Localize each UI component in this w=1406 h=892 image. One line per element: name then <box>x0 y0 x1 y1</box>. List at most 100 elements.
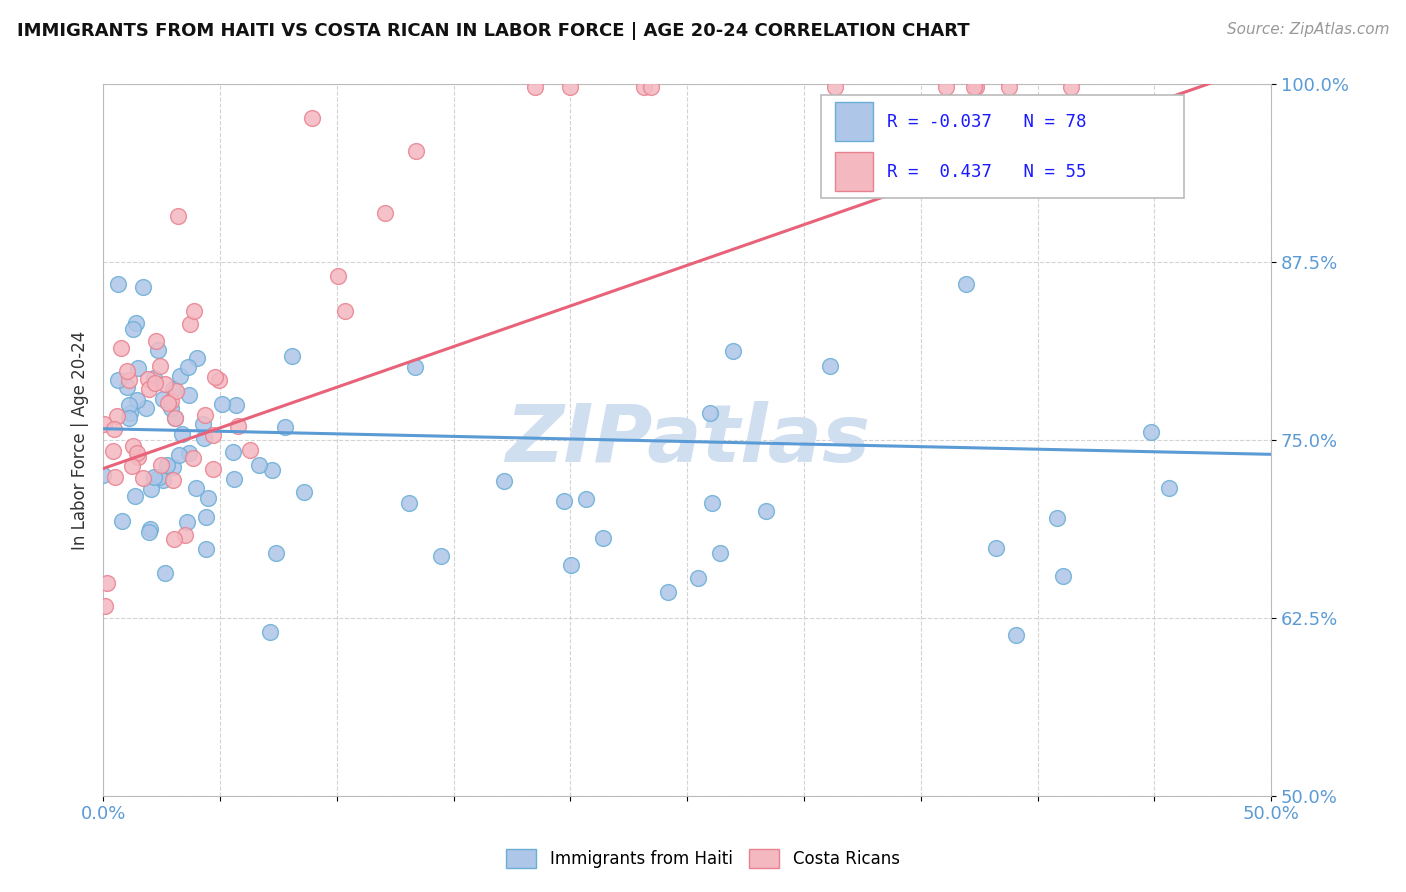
Point <box>193 431 215 445</box>
Point <box>111 514 134 528</box>
Point <box>955 277 977 291</box>
Point <box>125 445 148 459</box>
Text: R = -0.037   N = 78: R = -0.037 N = 78 <box>887 112 1087 131</box>
Point <box>153 376 176 391</box>
Point <box>280 350 302 364</box>
Point <box>688 571 710 585</box>
Point <box>721 344 744 359</box>
Point <box>266 545 288 559</box>
Point <box>139 482 162 496</box>
Point <box>157 395 180 409</box>
Point <box>143 376 166 391</box>
Point <box>127 360 149 375</box>
Point <box>149 359 172 373</box>
Point <box>167 448 190 462</box>
Point <box>107 373 129 387</box>
Point <box>553 494 575 508</box>
Point <box>135 401 157 416</box>
Point <box>208 373 231 387</box>
Point <box>127 450 149 464</box>
Point <box>709 546 731 560</box>
Point <box>118 398 141 412</box>
Point <box>142 470 165 484</box>
Point <box>131 279 153 293</box>
Point <box>429 549 451 564</box>
Point <box>191 417 214 432</box>
Point <box>984 541 1007 555</box>
Point <box>965 80 987 95</box>
Point <box>169 369 191 384</box>
Point <box>935 80 957 95</box>
Point <box>177 446 200 460</box>
Point <box>132 471 155 485</box>
Point <box>122 439 145 453</box>
Point <box>125 392 148 407</box>
Point <box>179 388 201 402</box>
Point <box>176 516 198 530</box>
Point <box>155 566 177 580</box>
Point <box>755 504 778 518</box>
Text: IMMIGRANTS FROM HAITI VS COSTA RICAN IN LABOR FORCE | AGE 20-24 CORRELATION CHAR: IMMIGRANTS FROM HAITI VS COSTA RICAN IN … <box>17 22 970 40</box>
Point <box>592 531 614 545</box>
Point <box>560 558 582 573</box>
Point <box>181 450 204 465</box>
Point <box>201 427 224 442</box>
Point <box>156 458 179 472</box>
Point <box>1045 511 1067 525</box>
Point <box>194 542 217 557</box>
Point <box>159 401 181 416</box>
Point <box>494 474 516 488</box>
Point <box>1004 628 1026 642</box>
Point <box>333 304 356 318</box>
Point <box>239 443 262 458</box>
Point <box>149 458 172 473</box>
Point <box>1052 569 1074 583</box>
Point <box>398 496 420 510</box>
Point <box>657 585 679 599</box>
Point <box>163 532 186 546</box>
Point <box>124 489 146 503</box>
Point <box>172 426 194 441</box>
Text: R =  0.437   N = 55: R = 0.437 N = 55 <box>887 162 1087 180</box>
Point <box>524 80 547 95</box>
Point <box>226 419 249 434</box>
Point <box>963 80 986 95</box>
Point <box>136 372 159 386</box>
FancyBboxPatch shape <box>821 95 1184 198</box>
FancyBboxPatch shape <box>835 103 873 141</box>
Point <box>107 277 129 291</box>
Point <box>145 334 167 348</box>
Point <box>1140 425 1163 439</box>
Point <box>326 268 349 283</box>
Point <box>110 341 132 355</box>
Point <box>148 470 170 484</box>
Point <box>163 410 186 425</box>
Point <box>211 397 233 411</box>
Point <box>184 481 207 495</box>
Point <box>162 460 184 475</box>
Point <box>374 206 396 220</box>
Point <box>174 528 197 542</box>
Point <box>138 524 160 539</box>
Point <box>824 80 846 95</box>
Point <box>152 392 174 407</box>
Legend: Immigrants from Haiti, Costa Ricans: Immigrants from Haiti, Costa Ricans <box>499 842 907 875</box>
Point <box>152 473 174 487</box>
Point <box>94 599 117 614</box>
Point <box>143 370 166 384</box>
Point <box>574 492 596 507</box>
Point <box>194 409 217 423</box>
Point <box>274 420 297 434</box>
Point <box>633 80 655 95</box>
Point <box>1060 80 1083 95</box>
Point <box>998 80 1021 95</box>
Point <box>640 80 662 95</box>
Point <box>1159 481 1181 495</box>
Point <box>115 380 138 394</box>
Point <box>96 575 118 590</box>
Point <box>201 462 224 476</box>
Point <box>204 370 226 384</box>
Point <box>195 510 218 524</box>
Point <box>247 458 270 472</box>
Text: ZIPatlas: ZIPatlas <box>505 401 870 479</box>
